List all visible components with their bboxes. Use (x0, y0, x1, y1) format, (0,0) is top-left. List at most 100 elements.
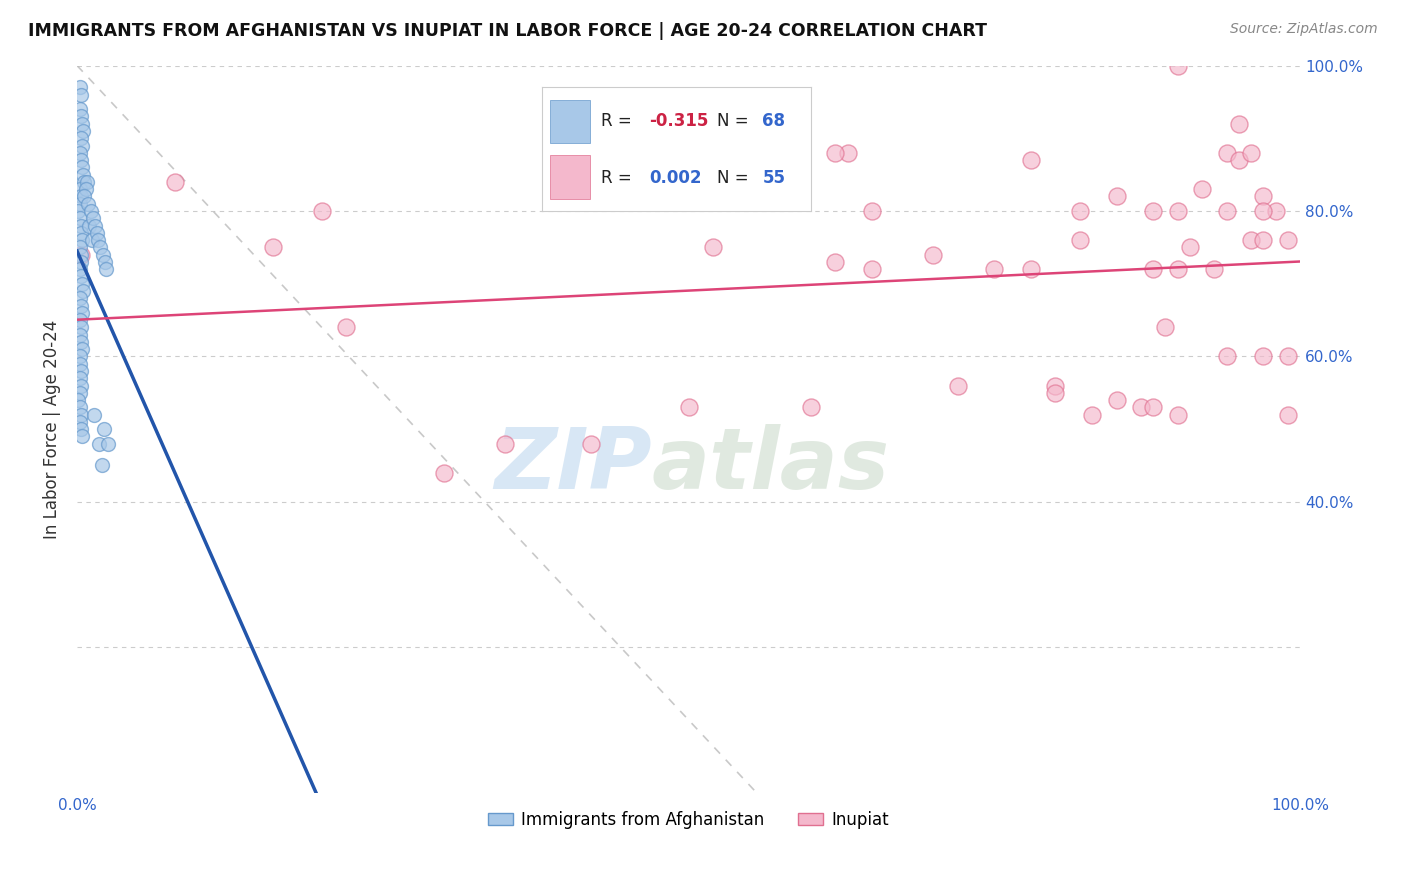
Point (1105, 392, 1128, 407)
Text: ZIP: ZIP (495, 424, 652, 507)
Point (579, 436, 602, 450)
Point (163, 175, 186, 189)
Point (70, 429, 93, 443)
Point (1069, 233, 1091, 247)
Point (1142, 262, 1164, 277)
Point (1167, 408, 1189, 422)
Point (69, 182, 91, 196)
Point (70, 117, 93, 131)
Point (67, 204, 90, 219)
Point (1264, 204, 1286, 219)
Point (1178, 240, 1201, 254)
Point (824, 145, 846, 160)
Point (1045, 378, 1067, 392)
Point (1167, 262, 1189, 277)
Point (678, 401, 700, 415)
Point (69, 334, 91, 349)
Point (72, 168, 94, 182)
Point (69, 364, 91, 378)
Point (702, 240, 724, 254)
Point (1167, 59, 1189, 73)
Point (69, 255, 91, 269)
Point (79, 219, 101, 233)
Point (69, 110, 91, 124)
Point (94, 255, 117, 269)
Point (1215, 204, 1237, 219)
Point (69, 153, 91, 168)
Point (69, 385, 91, 400)
Point (1154, 320, 1177, 334)
Point (1277, 350, 1299, 364)
Point (70, 138, 93, 153)
Point (91, 247, 114, 261)
Point (69, 357, 91, 371)
Point (75, 182, 97, 196)
Point (946, 378, 969, 392)
Legend: Immigrants from Afghanistan, Inupiat: Immigrants from Afghanistan, Inupiat (481, 804, 896, 835)
Point (97, 436, 120, 450)
Point (922, 247, 945, 261)
Point (79, 204, 101, 219)
Point (69, 240, 91, 254)
Y-axis label: In Labor Force | Age 20-24: In Labor Force | Age 20-24 (44, 319, 60, 539)
Point (1191, 182, 1213, 196)
Point (69, 378, 91, 392)
Point (70, 277, 93, 291)
Point (1253, 233, 1275, 247)
Point (67, 392, 90, 407)
Point (69, 291, 91, 305)
Point (69, 87, 91, 102)
Point (69, 226, 91, 240)
Point (69, 247, 91, 261)
Text: IMMIGRANTS FROM AFGHANISTAN VS INUPIAT IN LABOR FORCE | AGE 20-24 CORRELATION CH: IMMIGRANTS FROM AFGHANISTAN VS INUPIAT I… (28, 22, 987, 40)
Point (69, 422, 91, 436)
Point (73, 189, 96, 203)
Point (335, 320, 357, 334)
Point (1240, 233, 1263, 247)
Point (1215, 145, 1237, 160)
Point (1167, 204, 1189, 219)
Point (69, 327, 91, 342)
Point (69, 371, 91, 385)
Point (311, 204, 333, 219)
Point (1277, 408, 1299, 422)
Point (860, 204, 883, 219)
Point (1253, 189, 1275, 203)
Point (69, 219, 91, 233)
Point (800, 401, 823, 415)
Point (70, 161, 93, 175)
Point (69, 408, 91, 422)
Point (69, 269, 91, 284)
Point (73, 175, 96, 189)
Point (70, 306, 93, 320)
Point (983, 262, 1005, 277)
Point (69, 80, 91, 95)
Point (1045, 385, 1067, 400)
Point (70, 233, 93, 247)
Point (1142, 401, 1164, 415)
Point (1240, 145, 1263, 160)
Point (69, 415, 91, 429)
Point (96, 262, 118, 277)
Point (77, 196, 100, 211)
Point (1215, 350, 1237, 364)
Point (262, 240, 284, 254)
Point (1105, 189, 1128, 203)
Point (1277, 233, 1299, 247)
Point (69, 247, 91, 261)
Point (69, 145, 91, 160)
Point (1069, 204, 1091, 219)
Point (86, 226, 108, 240)
Point (69, 299, 91, 313)
Point (1130, 401, 1153, 415)
Point (69, 262, 91, 277)
Point (433, 466, 456, 480)
Point (1019, 153, 1042, 168)
Point (83, 408, 105, 422)
Point (860, 262, 883, 277)
Point (1019, 262, 1042, 277)
Point (89, 240, 111, 254)
Point (69, 211, 91, 226)
Point (76, 175, 98, 189)
Point (72, 284, 94, 298)
